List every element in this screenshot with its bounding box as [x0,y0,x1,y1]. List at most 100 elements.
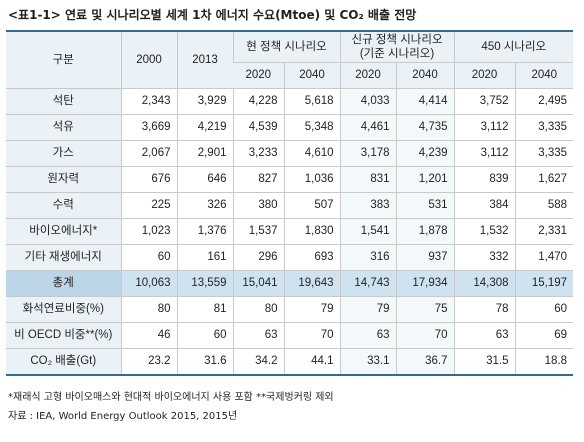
table-cell: 4,033 [339,88,397,115]
table-cell: 15,197 [514,270,574,297]
table-cell: 831 [339,166,397,193]
table-cell: 33.1 [339,348,397,376]
table-cell: 588 [514,192,574,219]
table-cell: 839 [453,166,516,193]
table-cell: 79 [339,296,397,323]
table-cell: 2,331 [514,218,574,245]
table-cell: 4,539 [232,114,284,141]
row-label: 기타 재생에너지 [6,244,121,271]
table-cell: 332 [453,244,516,271]
table-cell: 78 [453,296,516,323]
table-notes: *재래식 고형 바이오매스와 현대적 바이오에너지 사용 포함 **국제벙커링 … [8,388,334,426]
table-cell: 4,239 [395,140,455,167]
table-cell: 1,537 [232,218,284,245]
table-cell: 693 [283,244,341,271]
table-cell: 3,112 [453,140,516,167]
row-label: 석유 [6,114,121,141]
row-label: 수력 [6,192,121,219]
table-cell: 827 [232,166,284,193]
header-year-2000: 2000 [120,30,177,89]
table-cell: 15,041 [232,270,284,297]
table-caption: <표1-1> 연료 및 시나리오별 세계 1차 에너지 수요(Mtoe) 및 C… [8,8,417,22]
table-cell: 63 [232,322,284,349]
table-cell: 4,228 [232,88,284,115]
energy-demand-table: 구분 2000 2013 현 정책 시나리오 신규 정책 시나리오 (기준 시나… [6,30,574,376]
header-current-2040: 2040 [283,62,341,89]
table-cell: 4,461 [339,114,397,141]
table-cell: 937 [395,244,455,271]
table-cell: 4,735 [395,114,455,141]
table-cell: 2,067 [120,140,177,167]
table-cell: 70 [283,322,341,349]
row-label: CO₂ 배출(Gt) [6,348,121,376]
table-cell: 60 [514,296,574,323]
table-cell: 1,541 [339,218,397,245]
table-cell: 81 [176,296,233,323]
table-cell: 13,559 [176,270,233,297]
footnote: *재래식 고형 바이오매스와 현대적 바이오에너지 사용 포함 **국제벙커링 … [8,392,334,403]
table-cell: 507 [283,192,341,219]
table-cell: 3,752 [453,88,516,115]
row-label: 비 OECD 비중**(%) [6,322,121,349]
row-label: 총계 [6,270,121,297]
header-row-years: 2020 2040 2020 2040 2020 2040 [6,62,574,89]
table-cell: 225 [120,192,177,219]
row-label: 석탄 [6,88,121,115]
table-cell: 17,934 [395,270,455,297]
table-cell: 10,063 [120,270,177,297]
table-cell: 1,376 [176,218,233,245]
table-cell: 383 [339,192,397,219]
table-cell: 80 [232,296,284,323]
table-cell: 384 [453,192,516,219]
table-row: 총계 10,063 13,559 15,041 19,643 14,743 17,934 14… [6,270,574,297]
header-new-policies-text: 신규 정책 시나리오 (기준 시나리오) [351,33,443,60]
table-cell: 5,348 [283,114,341,141]
table-row: 수력 225 326 380 507 383 531 384 588 [6,192,574,219]
header-category: 구분 [6,30,121,89]
table-cell: 296 [232,244,284,271]
table-cell: 531 [395,192,455,219]
table-cell: 19,643 [283,270,341,297]
table-cell: 44.1 [283,348,341,376]
table-cell: 4,219 [176,114,233,141]
table-cell: 3,669 [120,114,177,141]
table-cell: 4,610 [283,140,341,167]
table-cell: 3,233 [232,140,284,167]
table-row: 원자력 676 646 827 1,036 831 1,201 839 1,627 [6,166,574,193]
table-cell: 1,830 [283,218,341,245]
table-cell: 60 [120,244,177,271]
table-cell: 1,023 [120,218,177,245]
source-note: 자료 : IEA, World Energy Outlook 2015, 201… [8,411,238,422]
table-cell: 2,343 [120,88,177,115]
table-cell: 380 [232,192,284,219]
table-cell: 34.2 [232,348,284,376]
header-new-2040: 2040 [395,62,455,89]
table-row: CO₂ 배출(Gt) 23.2 31.6 34.2 44.1 33.1 36.7 31.5 18… [6,348,574,376]
table-cell: 1,532 [453,218,516,245]
table-row: 바이오에너지* 1,023 1,376 1,537 1,830 1,541 1,878 1,5… [6,218,574,245]
table-cell: 1,878 [395,218,455,245]
row-label: 바이오에너지* [6,218,121,245]
table-cell: 1,036 [283,166,341,193]
table-cell: 60 [176,322,233,349]
row-label: 가스 [6,140,121,167]
table-row: 비 OECD 비중**(%) 46 60 63 70 63 70 63 69 [6,322,574,349]
table-cell: 2,495 [514,88,574,115]
header-450-scenario: 450 시나리오 [453,30,574,63]
table-cell: 80 [120,296,177,323]
table-cell: 1,201 [395,166,455,193]
table-cell: 18.8 [514,348,574,376]
table-row: 가스 2,067 2,901 3,233 4,610 3,178 4,239 3,112 3,3… [6,140,574,167]
header-current-policies: 현 정책 시나리오 [232,30,341,63]
header-450-2040: 2040 [514,62,574,89]
table-cell: 676 [120,166,177,193]
table-cell: 75 [395,296,455,323]
table-cell: 1,470 [514,244,574,271]
header-new-policies: 신규 정책 시나리오 (기준 시나리오) [339,30,455,63]
table-row: 화석연료비중(%) 80 81 80 79 79 75 78 60 [6,296,574,323]
table-row: 기타 재생에너지 60 161 296 693 316 937 332 1,470 [6,244,574,271]
table-cell: 646 [176,166,233,193]
table-cell: 63 [453,322,516,349]
row-label: 원자력 [6,166,121,193]
